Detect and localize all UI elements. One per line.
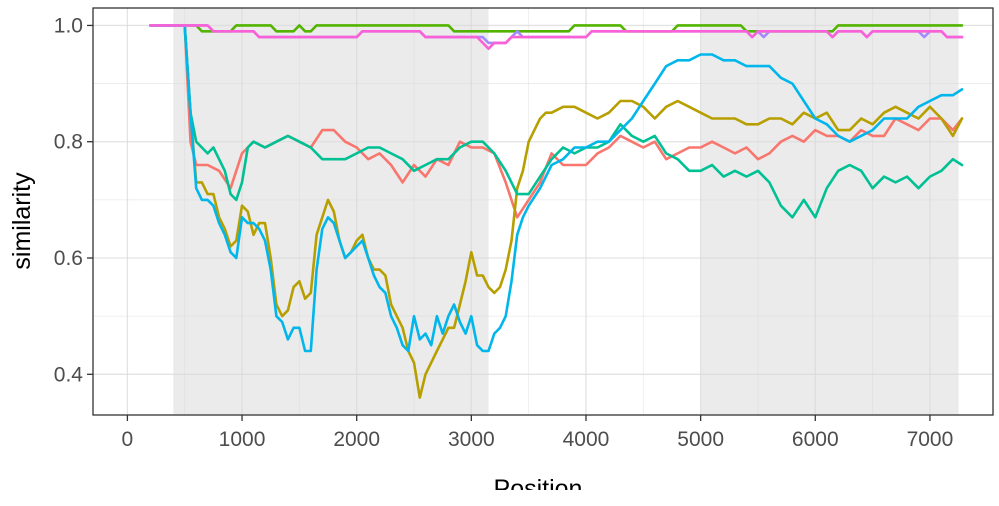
y-axis-title: similarity (8, 172, 36, 270)
x-tick-label: 0 (122, 428, 134, 451)
series-line-4 (149, 24, 964, 219)
x-tick-label: 2000 (333, 428, 380, 451)
x-tick-label: 5000 (677, 428, 724, 451)
series-line-5 (149, 24, 964, 353)
shaded-region-0 (173, 8, 489, 415)
x-axis-title: Position (494, 475, 583, 490)
shaded-regions (173, 8, 959, 415)
x-axis-ticks: 0 1000 2000 3000 4000 5000 6000 7000 (122, 415, 954, 451)
y-tick-label: 0.4 (54, 363, 84, 386)
x-tick-label: 7000 (907, 428, 954, 451)
y-tick-label: 0.8 (54, 131, 83, 154)
panel-border (92, 7, 994, 416)
x-tick-label: 3000 (448, 428, 495, 451)
y-axis-ticks: 0.4 0.6 0.8 1.0 (54, 14, 93, 386)
x-tick-label: 4000 (563, 428, 610, 451)
y-tick-label: 0.6 (54, 247, 83, 270)
x-tick-label: 6000 (792, 428, 839, 451)
panel-frame (92, 7, 994, 416)
y-tick-label: 1.0 (54, 14, 83, 37)
shaded-region-1 (700, 8, 959, 415)
series-line-2 (149, 24, 964, 399)
x-tick-label: 1000 (219, 428, 266, 451)
series-lines (149, 24, 964, 399)
series-line-7 (149, 24, 964, 50)
similarity-line-chart: 0 1000 2000 3000 4000 5000 6000 7000 0.4 0.6 0.8 1… (8, 7, 994, 490)
